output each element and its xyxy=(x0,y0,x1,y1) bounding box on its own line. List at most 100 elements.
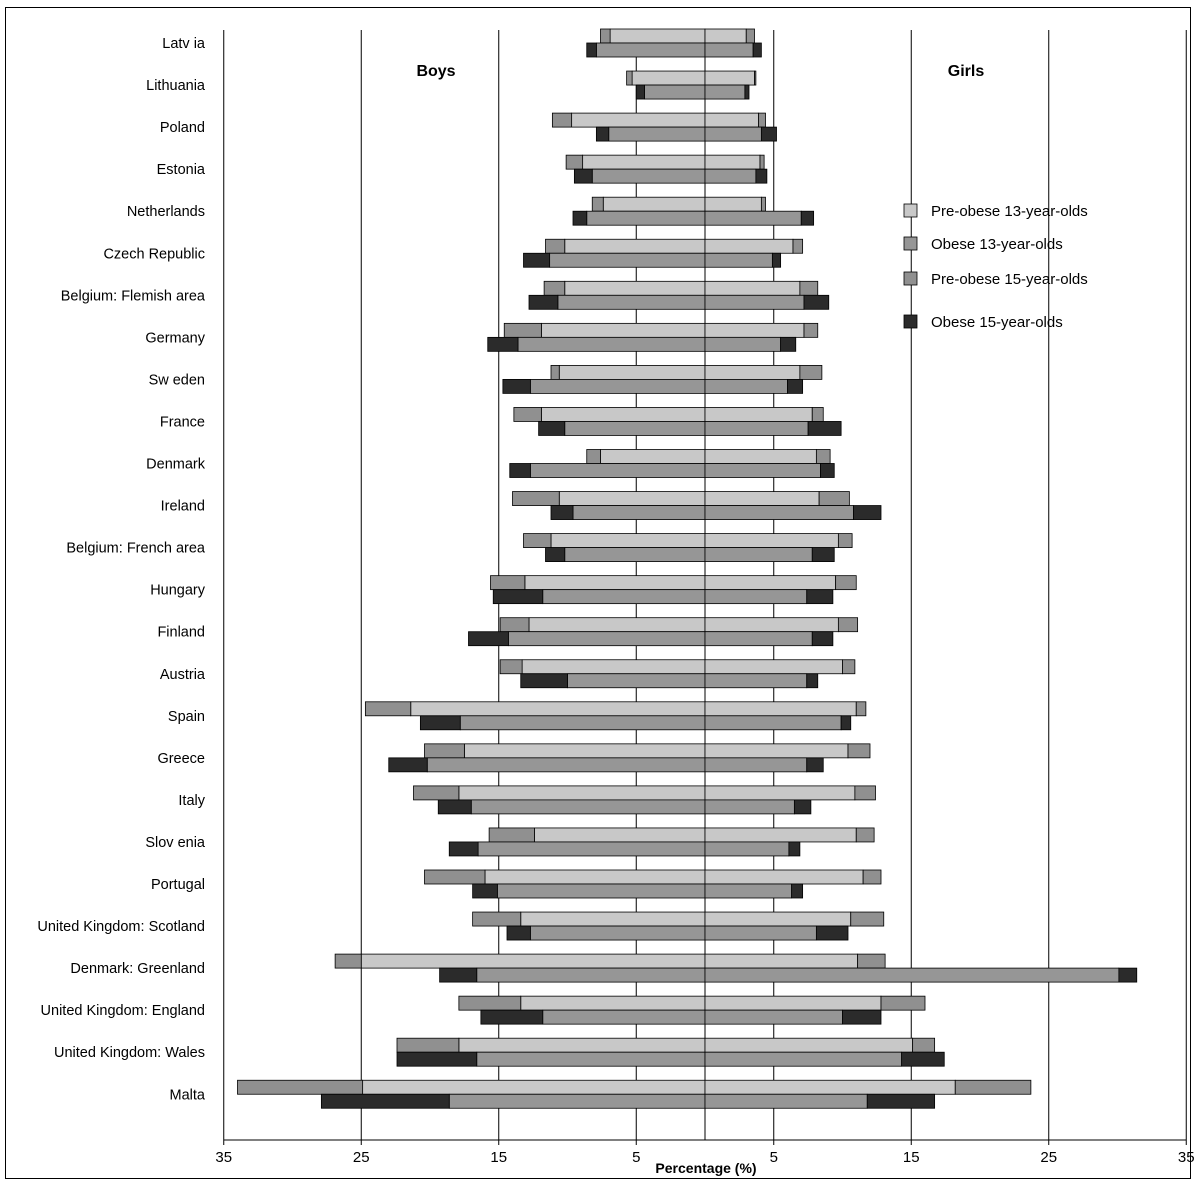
bar-boys-15-obese xyxy=(502,378,531,394)
bar-boys-15-obese xyxy=(487,336,519,352)
bar-boys-15-obese xyxy=(586,42,597,58)
bar-girls-13-preobese xyxy=(704,112,760,128)
category-label: Hungary xyxy=(150,583,206,599)
bar-boys-13-preobese xyxy=(362,1079,706,1095)
bar-girls-15-obese xyxy=(811,631,834,647)
bar-girls-13-obese xyxy=(912,1037,936,1053)
bar-girls-15-obese xyxy=(793,799,812,815)
bar-boys-13-obese xyxy=(499,617,530,633)
tick-label: 5 xyxy=(770,1149,778,1166)
bar-boys-15-obese xyxy=(472,883,498,899)
bar-girls-15-preobese xyxy=(704,1093,868,1109)
bar-girls-15-preobese xyxy=(704,126,762,142)
bar-boys-15-preobese xyxy=(529,463,706,478)
bar-boys-13-obese xyxy=(499,659,523,675)
bar-girls-15-preobese xyxy=(704,421,809,436)
category-label: United Kingdom: Scotland xyxy=(37,919,205,935)
bar-girls-13-obese xyxy=(818,491,850,506)
bar-girls-13-obese xyxy=(837,617,859,633)
bar-girls-15-preobese xyxy=(704,463,821,478)
category-labels: Latv ia Lithuania Poland Estonia Netherlands… xyxy=(37,36,206,1103)
bar-boys-15-preobese xyxy=(608,126,706,142)
bar-boys-13-obese xyxy=(503,322,542,338)
tick-label: 25 xyxy=(353,1149,370,1166)
bar-girls-13-preobese xyxy=(704,322,805,338)
bar-boys-15-obese xyxy=(595,126,610,142)
bar-boys-15-obese xyxy=(468,631,509,647)
bar-girls-13-obese xyxy=(850,911,885,927)
category-label: Czech Republic xyxy=(103,246,205,262)
category-label: Finland xyxy=(157,625,205,641)
bar-boys-13-preobese xyxy=(564,238,706,254)
bar-girls-15-obese xyxy=(788,841,801,857)
bar-boys-15-preobese xyxy=(549,252,706,268)
bar-boys-13-obese xyxy=(626,70,633,86)
legend: Pre-obese 13-year-olds Obese 13-year-olds… xyxy=(903,203,1088,331)
bar-boys-15-obese xyxy=(448,841,479,857)
category-label: Germany xyxy=(145,330,205,346)
bar-girls-13-obese xyxy=(854,785,876,801)
bar-girls-15-preobese xyxy=(704,84,746,100)
bar-girls-13-obese xyxy=(954,1079,1032,1095)
category-label: Italy xyxy=(178,793,205,809)
bar-boys-15-preobese xyxy=(542,589,706,605)
bar-boys-13-preobese xyxy=(558,491,706,506)
bar-boys-15-preobese xyxy=(470,799,706,815)
category-label: Denmark xyxy=(146,457,206,473)
bar-girls-15-obese xyxy=(1118,967,1138,983)
bar-girls-13-obese xyxy=(855,827,875,843)
bar-girls-15-obese xyxy=(800,210,815,226)
bar-boys-15-preobese xyxy=(644,84,706,100)
bar-girls-15-obese xyxy=(806,589,834,605)
legend-label: Pre-obese 13-year-olds xyxy=(931,203,1088,220)
bar-girls-15-obese xyxy=(791,883,804,899)
bar-boys-15-preobese xyxy=(448,1093,706,1109)
bar-girls-15-preobese xyxy=(704,252,773,268)
bar-girls-15-obese xyxy=(787,378,804,394)
bar-girls-15-preobese xyxy=(704,505,854,520)
bar-girls-13-preobese xyxy=(704,70,755,86)
bar-boys-15-obese xyxy=(388,757,428,773)
bar-boys-13-preobese xyxy=(558,364,706,380)
bar-girls-15-preobese xyxy=(704,210,802,226)
bar-girls-13-preobese xyxy=(704,449,817,464)
category-label: United Kingdom: Wales xyxy=(54,1045,205,1061)
x-axis-ticks: 35 25 15 5 5 15 25 35 xyxy=(215,1140,1195,1166)
bar-girls-15-preobese xyxy=(704,841,790,857)
bar-girls-13-obese xyxy=(842,659,856,675)
bar-girls-15-obese xyxy=(820,463,835,478)
category-label: Portugal xyxy=(151,877,205,893)
bar-girls-15-preobese xyxy=(704,631,813,647)
bar-boys-15-obese xyxy=(635,84,645,100)
bar-boys-15-obese xyxy=(509,463,531,478)
bar-boys-13-obese xyxy=(586,449,601,464)
bar-girls-15-obese xyxy=(866,1093,936,1109)
bar-girls-15-obese xyxy=(771,252,782,268)
bar-girls-15-preobese xyxy=(704,294,805,310)
bar-girls-15-obese xyxy=(901,1051,945,1067)
bar-girls-15-preobese xyxy=(704,715,842,731)
bar-boys-13-preobese xyxy=(582,154,706,170)
bar-girls-13-obese xyxy=(815,449,831,464)
x-axis-label: Percentage (%) xyxy=(655,1160,756,1176)
category-label: Estonia xyxy=(157,162,206,178)
bar-boys-15-obese xyxy=(545,547,566,562)
bar-boys-15-obese xyxy=(396,1051,478,1067)
bar-girls-15-preobese xyxy=(704,967,1120,983)
bar-girls-13-obese xyxy=(754,70,757,86)
bar-girls-15-obese xyxy=(853,505,882,520)
tick-label: 15 xyxy=(490,1149,507,1166)
bar-boys-13-obese xyxy=(513,407,542,422)
bar-boys-13-obese xyxy=(550,364,560,380)
bar-boys-13-preobese xyxy=(534,827,706,843)
bar-girls-15-preobese xyxy=(704,673,808,689)
bar-boys-15-preobese xyxy=(572,505,706,520)
bar-girls-13-obese xyxy=(855,701,867,717)
bar-girls-15-obese xyxy=(760,126,777,142)
legend-swatch xyxy=(903,271,918,286)
bar-girls-13-preobese xyxy=(704,953,859,969)
category-label: United Kingdom: England xyxy=(41,1003,205,1019)
bar-girls-13-preobese xyxy=(704,196,762,212)
bar-boys-13-obese xyxy=(565,154,584,170)
